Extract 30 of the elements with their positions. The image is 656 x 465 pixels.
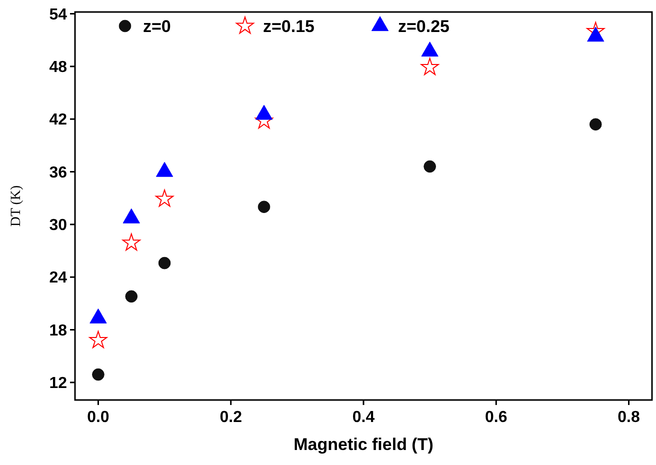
x-tick-label: 0.8 [618,409,640,426]
point [421,42,438,57]
point [92,368,104,381]
point [587,26,604,42]
y-tick-label: 24 [49,270,68,287]
point [122,233,140,251]
y-tick-label: 54 [49,6,68,24]
x-tick-label: 0.0 [87,409,110,426]
x-tick-label: 0.2 [220,409,242,426]
point [156,190,174,207]
y-axis-title: DT (K) [9,184,24,227]
point [420,58,439,76]
legend-label: z=0 [143,16,171,36]
y-tick-label: 12 [49,375,68,392]
y-tick-label: 42 [49,112,68,129]
y-tick-label: 18 [49,322,68,340]
y-tick-label: 48 [49,59,68,76]
y-tick-label: 30 [49,217,68,234]
legend-label: z=0.15 [263,16,315,36]
x-tick-label: 0.6 [485,409,508,426]
x-tick-label: 0.4 [352,409,375,426]
point [424,160,436,173]
point [158,256,171,270]
point [589,118,602,131]
point [258,200,270,214]
point [89,330,108,348]
y-tick-label: 36 [49,164,68,182]
x-axis-title: Magnetic field (T) [294,435,434,454]
legend-label: z=0.25 [398,16,450,36]
point [125,290,138,303]
